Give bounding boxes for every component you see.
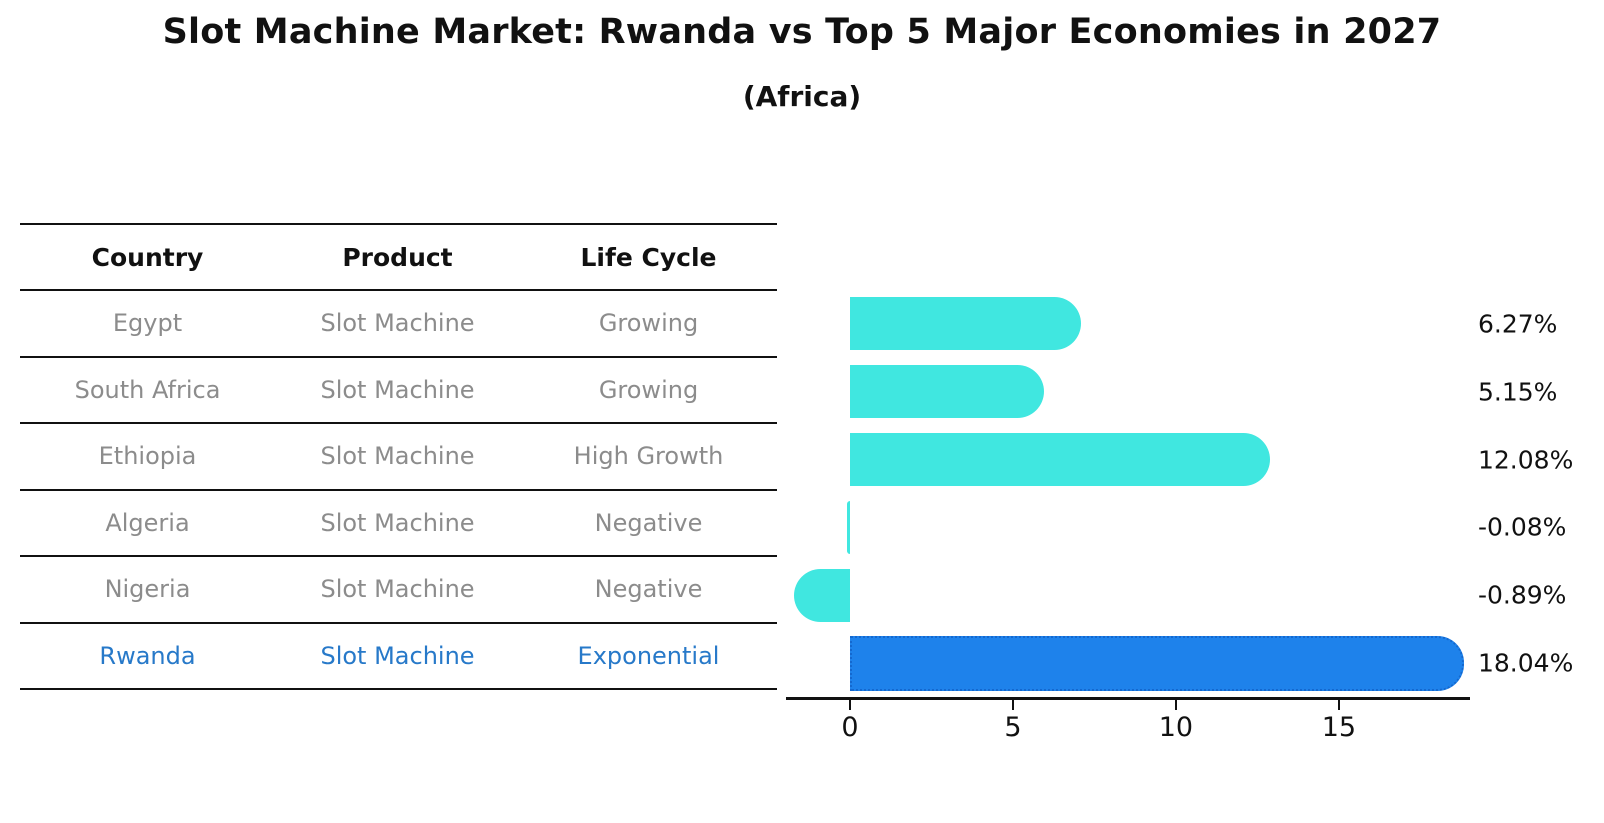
table-row-ethiopia: Ethiopia Slot Machine High Growth <box>20 423 777 490</box>
column-header-country: Country <box>91 242 204 272</box>
x-tick-label: 10 <box>1158 712 1194 743</box>
value-label-nigeria: -0.89% <box>1478 580 1567 610</box>
x-tick-label: 15 <box>1321 712 1357 743</box>
cell-country: Rwanda <box>99 641 196 670</box>
cell-product: Slot Machine <box>320 375 475 404</box>
cell-life-cycle: Negative <box>594 508 703 537</box>
table-header-row: Country Product Life Cycle <box>20 224 777 290</box>
bar-chart: 0 5 10 15 6.27% 5.15% 12.08% -0.08% -0.89% 18.04… <box>786 290 1573 743</box>
bar-egypt <box>849 297 1081 351</box>
bar-algeria <box>847 500 850 554</box>
cell-life-cycle: Negative <box>594 575 703 604</box>
cell-product: Slot Machine <box>320 508 475 537</box>
cell-product: Slot Machine <box>320 641 475 670</box>
cell-product: Slot Machine <box>320 575 475 604</box>
value-label-rwanda: 18.04% <box>1478 648 1574 678</box>
x-tick-mark <box>848 700 852 710</box>
table-row-algeria: Algeria Slot Machine Negative <box>20 490 777 556</box>
chart-title: Slot Machine Market: Rwanda vs Top 5 Maj… <box>162 12 1442 52</box>
cell-country: Egypt <box>112 309 183 338</box>
table-row-rwanda: Rwanda Slot Machine Exponential <box>20 623 777 689</box>
cell-country: Ethiopia <box>98 442 197 471</box>
bar-south-africa <box>849 365 1045 419</box>
cell-product: Slot Machine <box>320 442 475 471</box>
x-tick-mark <box>1337 700 1341 710</box>
bar-ethiopia <box>849 433 1271 487</box>
x-tick-mark <box>1174 700 1178 710</box>
value-label-egypt: 6.27% <box>1478 309 1558 339</box>
bar-nigeria <box>794 568 850 622</box>
value-label-algeria: -0.08% <box>1478 512 1567 542</box>
table-row-nigeria: Nigeria Slot Machine Negative <box>20 556 777 623</box>
x-tick-label: 0 <box>841 712 859 743</box>
cell-country: South Africa <box>74 375 221 404</box>
column-header-life-cycle: Life Cycle <box>580 242 717 272</box>
cell-life-cycle: Growing <box>598 375 699 404</box>
cell-product: Slot Machine <box>320 309 475 338</box>
value-label-ethiopia: 12.08% <box>1478 445 1574 475</box>
value-label-south-africa: 5.15% <box>1478 377 1558 407</box>
cell-life-cycle: Exponential <box>577 641 720 670</box>
x-tick-label: 5 <box>1004 712 1022 743</box>
cell-life-cycle: High Growth <box>573 442 724 471</box>
column-header-product: Product <box>342 242 453 272</box>
x-axis-line <box>786 697 1470 700</box>
cell-life-cycle: Growing <box>598 309 699 338</box>
cell-country: Algeria <box>105 508 190 537</box>
x-tick-mark <box>1011 700 1015 710</box>
table-row-egypt: Egypt Slot Machine Growing <box>20 290 777 357</box>
chart-subtitle: (Africa) <box>742 80 862 113</box>
bar-rwanda <box>849 635 1465 691</box>
cell-country: Nigeria <box>104 575 191 604</box>
country-table: Country Product Life Cycle Egypt Slot Ma… <box>20 223 777 690</box>
table-row-south-africa: South Africa Slot Machine Growing <box>20 357 777 423</box>
